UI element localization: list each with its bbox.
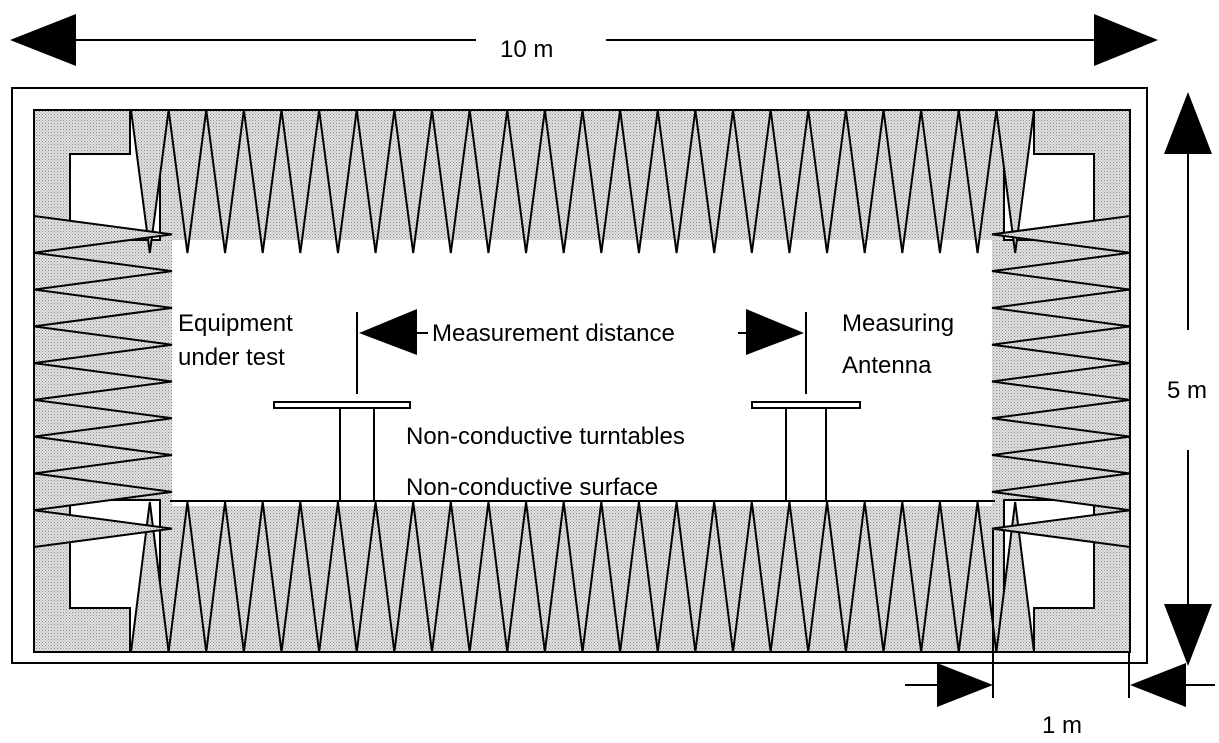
absorber-cone bbox=[205, 109, 246, 254]
absorber-cone bbox=[581, 501, 622, 653]
absorber-cone bbox=[731, 109, 772, 254]
absorber-cone bbox=[807, 109, 848, 254]
absorber-cone bbox=[618, 501, 659, 653]
turntable-right bbox=[751, 401, 861, 501]
absorber-cone bbox=[33, 251, 173, 291]
width-arrowhead-right bbox=[1094, 14, 1158, 66]
antenna-label-line1: Measuring bbox=[842, 310, 954, 337]
absorber-cone bbox=[33, 472, 173, 512]
absorber-cone bbox=[995, 109, 1036, 254]
absorber-cone bbox=[957, 109, 998, 254]
absorber-cone bbox=[991, 214, 1131, 254]
absorber-cone bbox=[506, 501, 547, 653]
height-dimension bbox=[1164, 92, 1212, 666]
absorber-cone bbox=[618, 109, 659, 254]
absorber-cone bbox=[280, 501, 321, 653]
height-arrowhead-bottom bbox=[1164, 604, 1212, 666]
absorber-cone bbox=[430, 109, 471, 254]
absorber-cone bbox=[991, 325, 1131, 365]
absorber-cone bbox=[694, 109, 735, 254]
distance-label: Measurement distance bbox=[432, 320, 675, 347]
absorber-cone bbox=[991, 251, 1131, 291]
turntable-left bbox=[273, 401, 411, 501]
gap-arrowhead-left bbox=[937, 663, 993, 707]
absorber-cones-top bbox=[129, 109, 1036, 254]
absorber-cone bbox=[769, 109, 810, 254]
absorber-cone bbox=[355, 109, 396, 254]
absorber-cone bbox=[844, 109, 885, 254]
absorber-cone bbox=[468, 501, 509, 653]
absorber-cone bbox=[991, 361, 1131, 402]
absorber-cone bbox=[543, 109, 584, 254]
absorber-cone bbox=[33, 325, 173, 365]
distance-arrowhead-right bbox=[746, 309, 804, 355]
absorber-cone bbox=[33, 361, 173, 402]
gap-dimension bbox=[905, 530, 1215, 707]
chamber-outer-wall bbox=[11, 87, 1148, 664]
equipment-label-line2: under test bbox=[178, 344, 285, 371]
width-dimension bbox=[10, 14, 1158, 66]
absorber-cone bbox=[33, 214, 173, 254]
absorber-cone bbox=[430, 501, 471, 653]
absorber-cone bbox=[506, 109, 547, 254]
absorber-cone bbox=[656, 109, 697, 254]
absorber-cone bbox=[393, 109, 434, 254]
absorber-cone bbox=[991, 472, 1131, 512]
absorber-cone bbox=[242, 501, 283, 653]
absorber-cone bbox=[205, 501, 246, 653]
absorber-cone bbox=[882, 109, 923, 254]
equipment-label-line1: Equipment bbox=[178, 310, 293, 337]
absorber-cone bbox=[280, 109, 321, 254]
absorber-cone bbox=[991, 509, 1131, 549]
absorber-cone bbox=[731, 501, 772, 653]
height-label: 5 m bbox=[1167, 377, 1207, 404]
turntables-label: Non-conductive turntables bbox=[406, 423, 685, 450]
absorber-cone bbox=[991, 288, 1131, 328]
absorber-cones-left bbox=[33, 214, 173, 549]
absorber-cones-bottom bbox=[129, 501, 1036, 653]
absorber-cone bbox=[33, 435, 173, 475]
absorber-cone bbox=[33, 288, 173, 328]
measurement-distance-indicator bbox=[356, 309, 807, 394]
absorber-cone bbox=[581, 109, 622, 254]
absorber-cone bbox=[694, 501, 735, 653]
height-arrowhead-top bbox=[1164, 92, 1212, 154]
gap-arrowhead-right bbox=[1130, 663, 1186, 707]
width-label: 10 m bbox=[500, 36, 553, 63]
distance-arrowhead-left bbox=[359, 309, 417, 355]
absorber-cone bbox=[991, 435, 1131, 475]
absorber-cone bbox=[129, 109, 170, 254]
absorber-cone bbox=[129, 501, 170, 653]
absorber-cone bbox=[33, 398, 173, 438]
absorber-cone bbox=[355, 501, 396, 653]
absorber-cones-right bbox=[991, 214, 1131, 549]
absorber-cone bbox=[317, 501, 358, 653]
absorber-cone bbox=[844, 501, 885, 653]
antenna-label-line2: Antenna bbox=[842, 352, 932, 379]
absorber-cone bbox=[919, 109, 960, 254]
absorber-cone bbox=[393, 501, 434, 653]
absorber-cone bbox=[33, 509, 173, 549]
absorber-cone bbox=[242, 109, 283, 254]
absorber-cone bbox=[167, 109, 208, 254]
gap-label: 1 m bbox=[1042, 712, 1082, 738]
absorber-cone bbox=[995, 501, 1036, 653]
absorber-cone bbox=[167, 501, 208, 653]
absorber-cone bbox=[882, 501, 923, 653]
absorber-cone bbox=[957, 501, 998, 653]
absorber-cone bbox=[807, 501, 848, 653]
width-arrowhead-left bbox=[10, 14, 76, 66]
absorber-cone bbox=[468, 109, 509, 254]
absorber-cone bbox=[919, 501, 960, 653]
quiet-zone bbox=[172, 240, 992, 506]
absorber-cone bbox=[656, 501, 697, 653]
surface-label: Non-conductive surface bbox=[406, 474, 658, 501]
absorber-cone bbox=[317, 109, 358, 254]
absorber-cone bbox=[543, 501, 584, 653]
absorber-cone bbox=[769, 501, 810, 653]
absorber-cone bbox=[991, 398, 1131, 438]
